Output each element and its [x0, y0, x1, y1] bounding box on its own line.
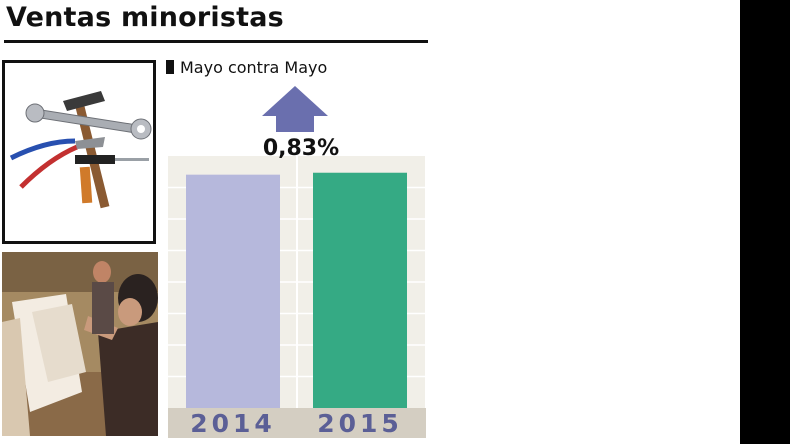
x-axis-ticks: 2014 2015 — [190, 409, 403, 438]
legend-label: Mayo contra Mayo — [180, 57, 328, 77]
shopping-photo — [2, 252, 158, 436]
shopping-illustration — [2, 252, 158, 436]
bar-2014 — [186, 174, 280, 408]
up-arrow-icon — [262, 86, 328, 132]
tools-illustration — [5, 63, 153, 241]
title-rule — [4, 40, 428, 43]
x-axis-band — [168, 408, 426, 438]
x-tick-label-2014: 2014 — [190, 409, 276, 438]
bar-series — [186, 172, 407, 408]
right-black-band — [740, 0, 790, 444]
legend-swatch — [166, 60, 174, 74]
x-tick-label-2015: 2015 — [317, 409, 403, 438]
bar-2015 — [313, 172, 407, 408]
change-percentage: 0,83% — [262, 136, 340, 161]
page-title: Ventas minoristas — [6, 2, 284, 33]
chart-legend: Mayo contra Mayo — [166, 56, 327, 78]
bar-chart: 2014 2015 — [168, 86, 427, 438]
tools-photo — [2, 60, 156, 244]
